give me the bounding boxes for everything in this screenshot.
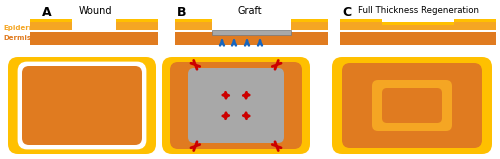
- FancyBboxPatch shape: [372, 80, 452, 131]
- Bar: [382, 22, 454, 25]
- Text: A: A: [42, 6, 52, 19]
- Bar: [291, 20, 328, 30]
- Text: Epidermis: Epidermis: [3, 25, 43, 31]
- Bar: [382, 24, 454, 30]
- Bar: [175, 19, 212, 22]
- FancyBboxPatch shape: [8, 57, 156, 154]
- Text: Full Thickness Regeneration: Full Thickness Regeneration: [358, 6, 478, 15]
- Bar: [116, 20, 158, 30]
- Bar: [30, 20, 72, 30]
- Bar: [454, 19, 496, 22]
- Bar: [291, 19, 328, 22]
- Bar: [116, 19, 158, 22]
- Bar: [175, 32, 328, 45]
- Bar: [175, 20, 212, 30]
- FancyBboxPatch shape: [170, 62, 302, 149]
- FancyBboxPatch shape: [382, 88, 442, 123]
- FancyBboxPatch shape: [188, 68, 284, 143]
- Text: C: C: [342, 6, 351, 19]
- FancyBboxPatch shape: [342, 63, 482, 148]
- FancyBboxPatch shape: [19, 63, 145, 148]
- FancyBboxPatch shape: [162, 57, 310, 154]
- Text: Graft: Graft: [238, 6, 262, 16]
- Bar: [340, 19, 382, 22]
- Bar: [30, 19, 72, 22]
- Text: B: B: [177, 6, 187, 19]
- FancyBboxPatch shape: [332, 57, 492, 154]
- Bar: [340, 32, 496, 45]
- Bar: [212, 30, 291, 35]
- Bar: [30, 32, 158, 45]
- Bar: [454, 20, 496, 30]
- Bar: [340, 20, 382, 30]
- FancyBboxPatch shape: [22, 66, 142, 145]
- Text: Dermis: Dermis: [3, 35, 31, 41]
- Text: Wound: Wound: [78, 6, 112, 16]
